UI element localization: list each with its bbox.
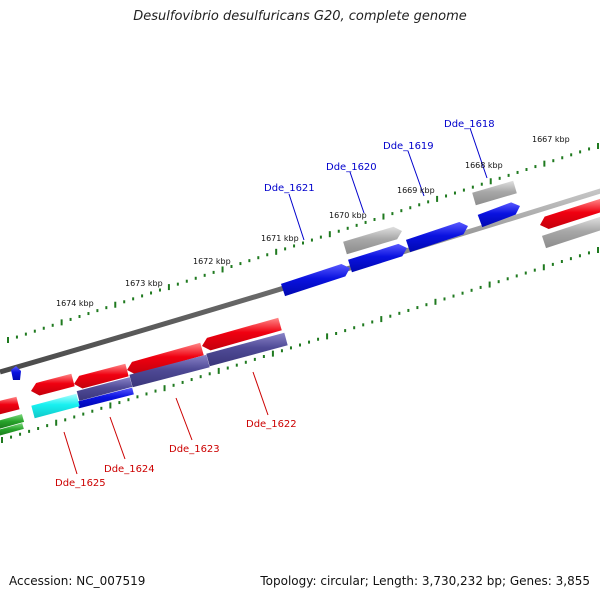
gene-label: Dde_1621 [264, 183, 315, 194]
gene-arrow-blue [280, 264, 350, 297]
gene-arrow-blue [477, 202, 520, 228]
gene-arrow-red [31, 373, 75, 396]
tick-label: 1670 kbp [329, 211, 367, 220]
gene-arrow-grey [343, 226, 402, 255]
gene-callout-line [469, 127, 488, 179]
gene-label: Dde_1619 [383, 141, 434, 152]
gene-arrow-red [540, 198, 600, 230]
gene-label: Dde_1625 [55, 478, 106, 489]
gene-arrow-green [0, 423, 24, 436]
gene-arrow-slate [129, 354, 210, 388]
gene-callout-line [252, 371, 269, 416]
gene-arrow-red [0, 396, 20, 415]
gene-arrow-red [74, 363, 129, 389]
gene-label: Dde_1623 [169, 444, 220, 455]
gene-callout-line [175, 397, 193, 441]
gene-arrow-red [202, 317, 282, 351]
gene-features [0, 180, 600, 436]
tick-label: 1672 kbp [193, 257, 231, 266]
outer-tick-track [7, 143, 599, 343]
genome-backbone [0, 188, 600, 375]
gene-labels: Dde_1618 Dde_1619 Dde_1620 Dde_1621 Dde_1622… [55, 119, 495, 489]
tick-label: 1669 kbp [397, 186, 435, 195]
gene-label: Dde_1622 [246, 419, 297, 430]
gene-label: Dde_1624 [104, 464, 155, 475]
gene-arrow-green [0, 414, 25, 429]
gene-label: Dde_1620 [326, 162, 377, 173]
gene-arrow-blue [348, 243, 407, 273]
tick-label: 1673 kbp [125, 279, 163, 288]
gene-label: Dde_1618 [444, 119, 495, 130]
tick-labels: 1667 kbp 1668 kbp 1669 kbp 1670 kbp 1671 kbp… [56, 135, 570, 308]
inner-tick-track [1, 247, 599, 443]
gene-arrow-blue-small [11, 366, 21, 380]
tick-label: 1668 kbp [465, 161, 503, 170]
gene-callout-line [407, 150, 425, 197]
tick-label: 1667 kbp [532, 135, 570, 144]
gene-callout-line [349, 171, 365, 214]
tick-label: 1674 kbp [56, 299, 94, 308]
gene-arrow-blue [77, 387, 134, 409]
gene-arrow-slate [206, 332, 288, 367]
gene-callout-line [109, 416, 126, 460]
gene-arrow-blue [405, 222, 468, 253]
gene-callout-line [288, 193, 305, 241]
gene-arrow-slate [76, 377, 133, 401]
page-title: Desulfovibrio desulfuricans G20, complet… [133, 9, 467, 24]
gene-callouts [63, 127, 488, 475]
accession-text: Accession: NC_007519 [9, 574, 146, 588]
tick-label: 1671 kbp [261, 234, 299, 243]
genome-summary-text: Topology: circular; Length: 3,730,232 bp… [260, 574, 590, 588]
gene-arrow-red [127, 342, 204, 375]
gene-arrow-cyan [31, 393, 80, 419]
gene-callout-line [63, 431, 78, 475]
gene-arrow-grey [541, 216, 600, 249]
gene-arrow-grey [472, 180, 517, 206]
